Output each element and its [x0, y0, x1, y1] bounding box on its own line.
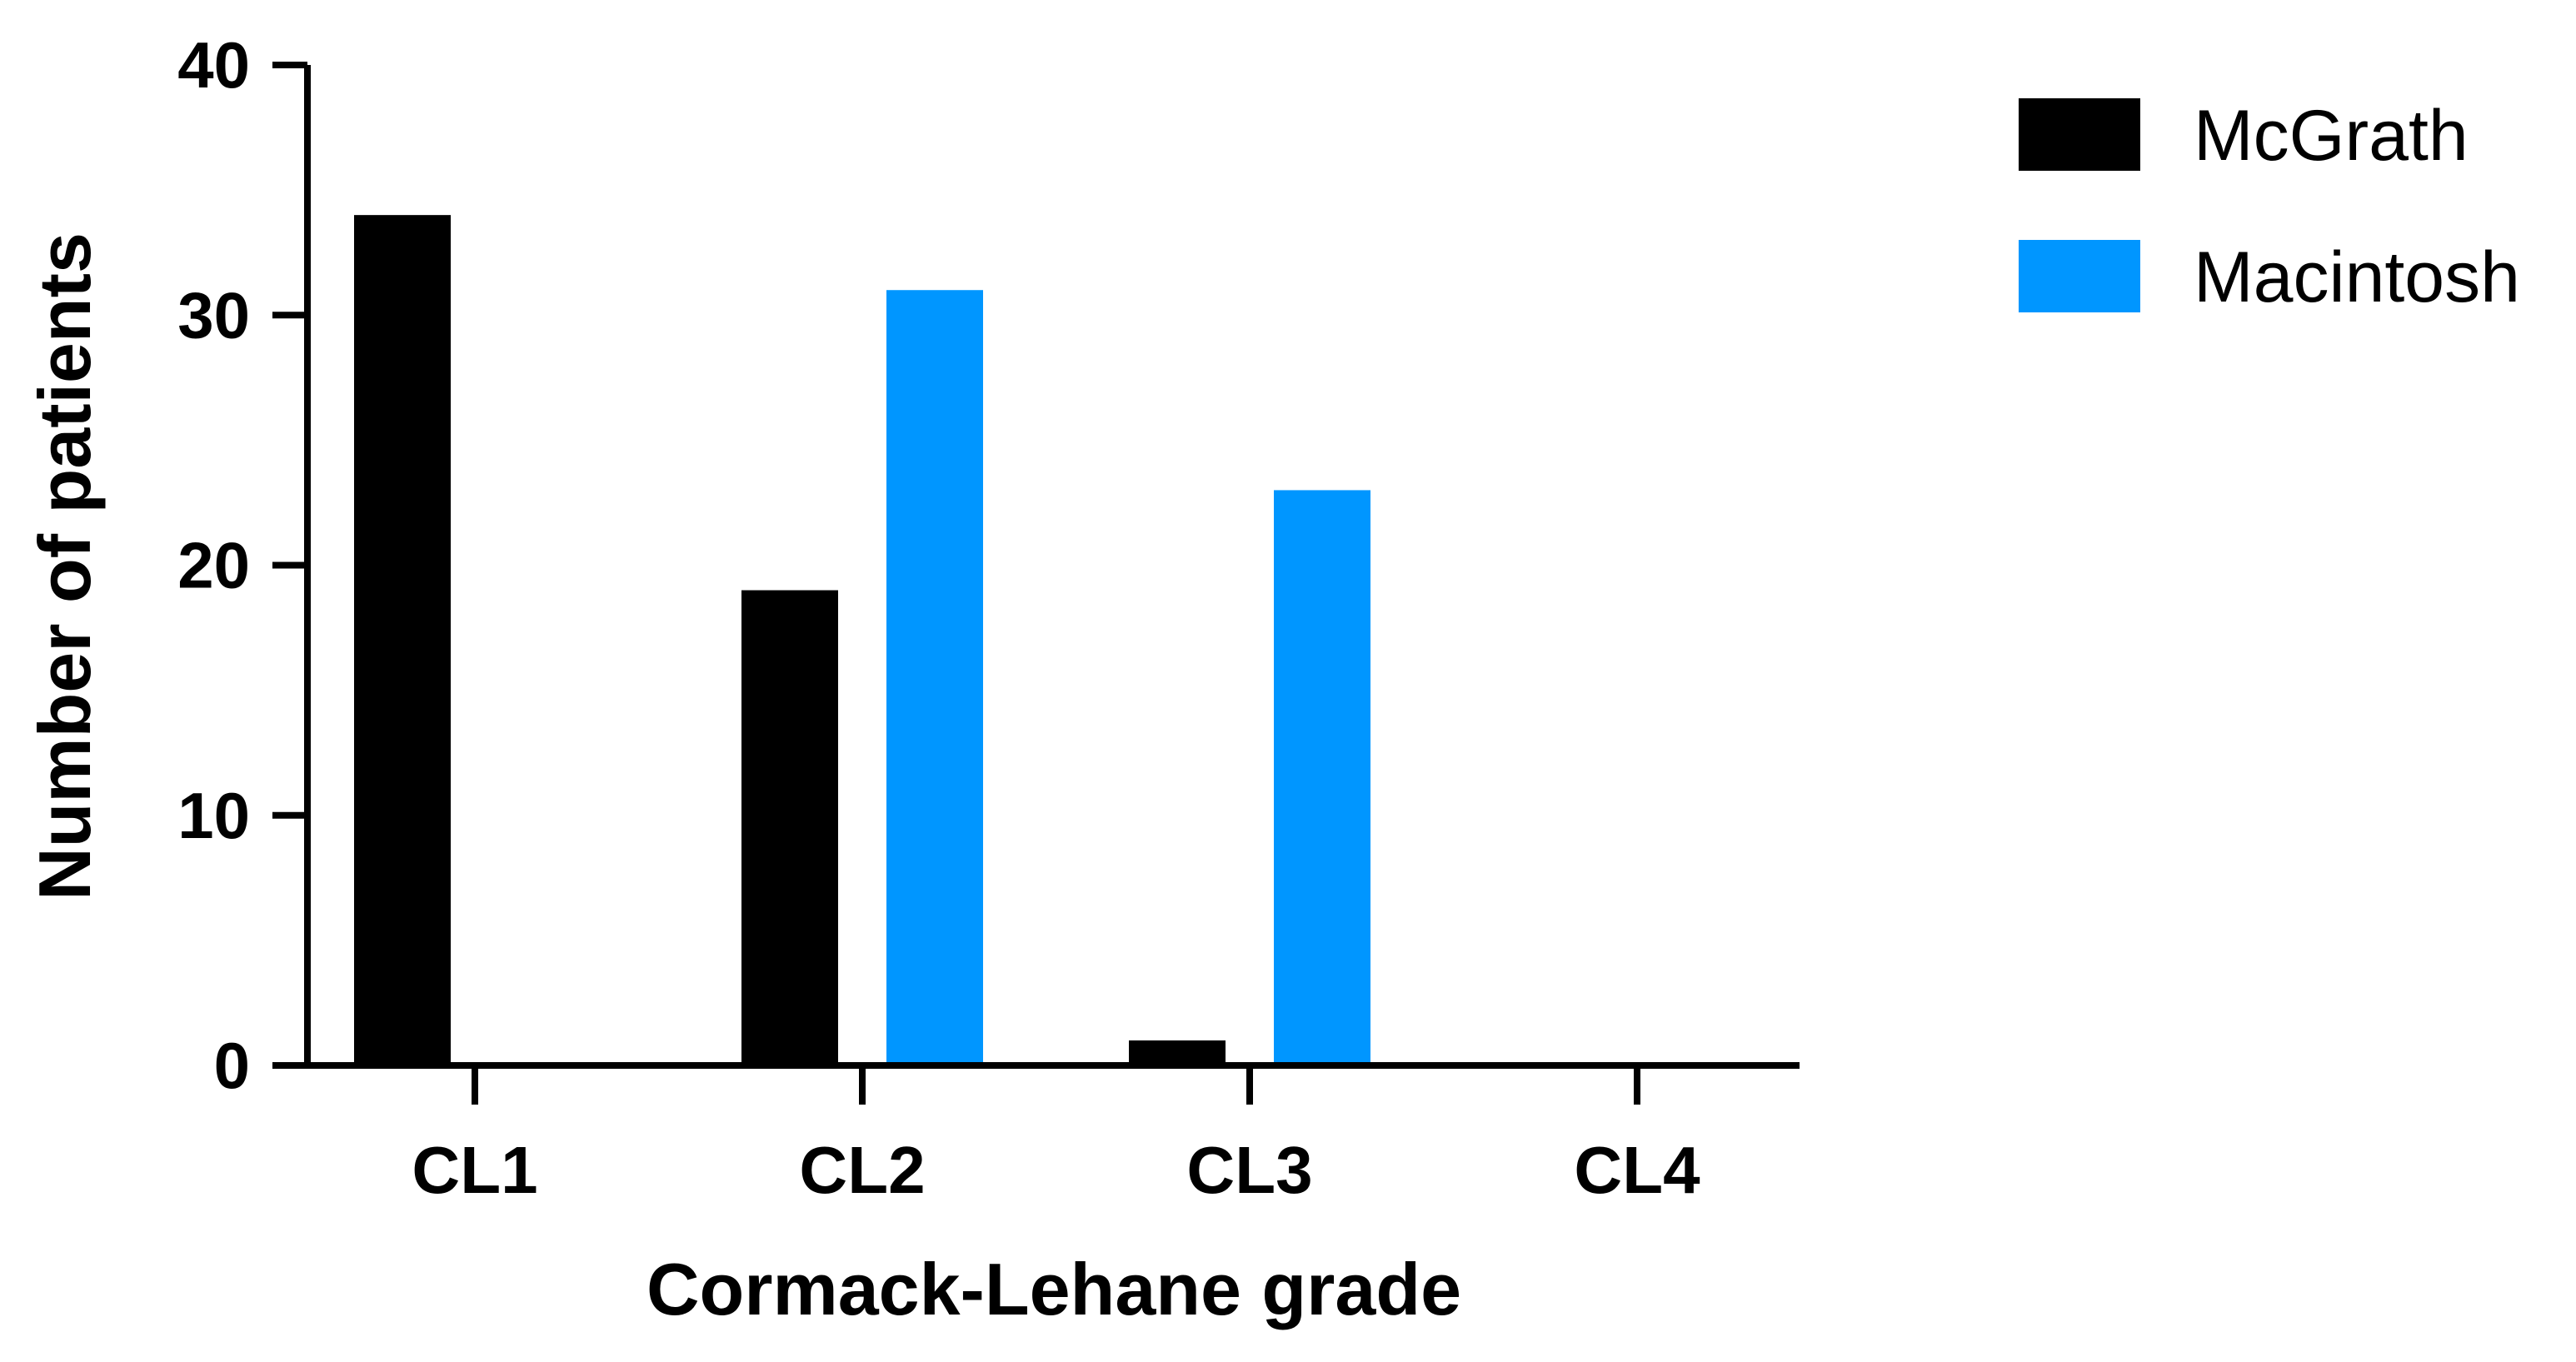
x-tick-label-cl4: CL4 [1574, 1133, 1700, 1207]
x-tick-label-cl3: CL3 [1186, 1133, 1312, 1207]
bar-mcgrath-cl1 [354, 215, 451, 1065]
axes-layer [304, 65, 1800, 1069]
bar-macintosh-cl2 [886, 290, 983, 1066]
x-axis-title: Cormack-Lehane grade [646, 1248, 1461, 1330]
y-tick-label-30: 30 [177, 278, 250, 352]
x-ticks-layer: CL1 CL2 CL3 CL4 [412, 1065, 1700, 1207]
y-axis-title: Number of patients [23, 232, 106, 901]
legend-label-mcgrath: McGrath [2194, 96, 2469, 176]
legend-label-macintosh: Macintosh [2194, 237, 2520, 317]
y-tick-label-40: 40 [177, 28, 250, 102]
legend: McGrath Macintosh [2019, 96, 2520, 317]
bar-macintosh-cl3 [1274, 490, 1370, 1065]
x-tick-label-cl2: CL2 [799, 1133, 925, 1207]
x-tick-label-cl1: CL1 [412, 1133, 537, 1207]
bars-layer [354, 215, 1370, 1066]
y-tick-label-20: 20 [177, 529, 250, 602]
legend-swatch-mcgrath [2019, 98, 2140, 171]
y-tick-label-0: 0 [214, 1029, 250, 1102]
y-tick-label-10: 10 [177, 779, 250, 852]
bar-mcgrath-cl3 [1129, 1040, 1226, 1065]
y-ticks-layer: 0 10 20 30 40 [177, 28, 307, 1102]
legend-swatch-macintosh [2019, 240, 2140, 312]
bar-mcgrath-cl2 [741, 590, 838, 1065]
